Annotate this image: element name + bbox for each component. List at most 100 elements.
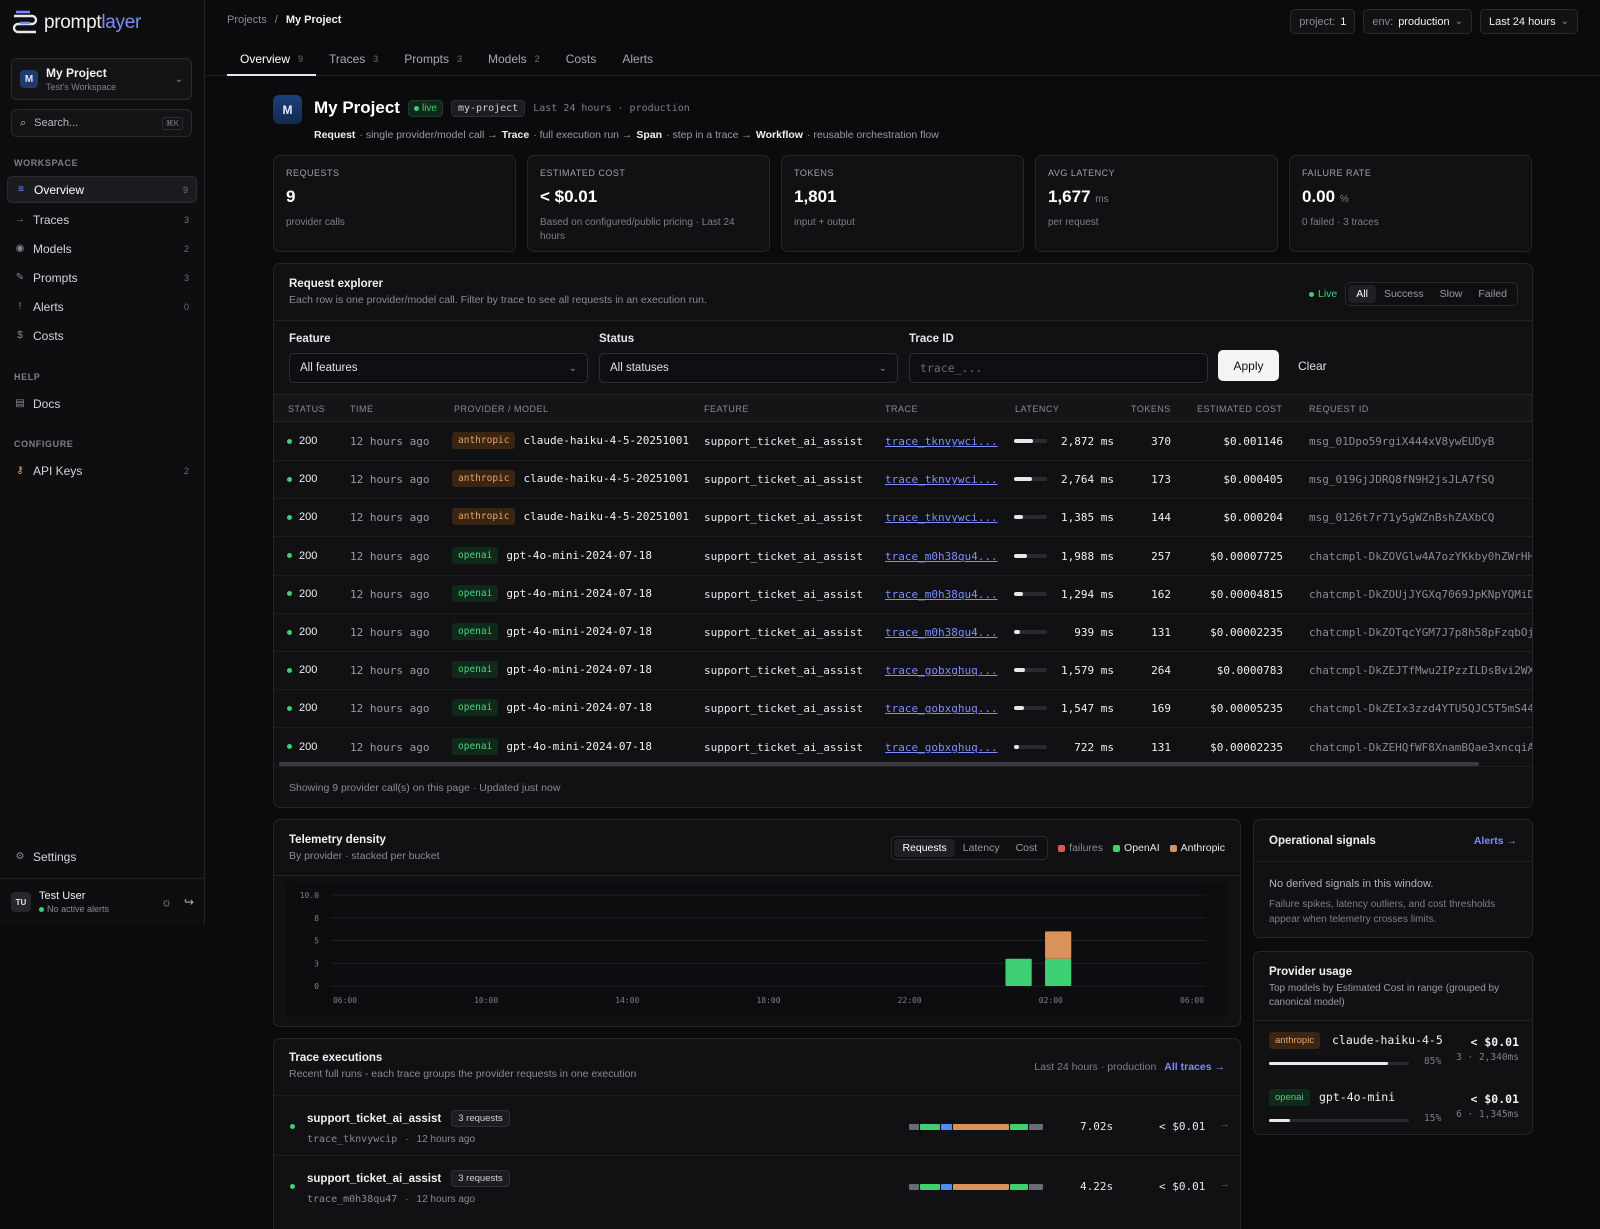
provider-usage-panel: Provider usage Top models by Estimated C… — [1253, 951, 1533, 1135]
brand-logo[interactable]: promptlayer — [10, 10, 141, 36]
status-filter-label: Status — [599, 333, 635, 345]
request-id-cell[interactable]: msg_019GjJDRQ8fN9H2jsJLA7fSQ — [1309, 473, 1495, 487]
latency-bar-fill — [1014, 591, 1023, 596]
column-header[interactable]: REQUEST ID — [1309, 404, 1369, 414]
sidebar-item-api-keys[interactable]: ⚷ API Keys 2 — [7, 457, 197, 484]
sidebar-item-models[interactable]: ◉ Models 2 — [7, 235, 197, 262]
trace-link[interactable]: trace_tknvywci... — [885, 473, 998, 487]
sidebar-item-costs[interactable]: $ Costs — [7, 322, 197, 349]
trace-link[interactable]: trace_gobxghuq... — [885, 702, 998, 716]
column-header[interactable]: LATENCY — [1015, 404, 1060, 414]
request-id-cell[interactable]: chatcmpl-DkZEHQfWF8XnamBQae3xncqiAnZV — [1309, 740, 1533, 754]
table-row[interactable]: 200 12 hours ago openai gpt-4o-mini-2024-07… — [274, 652, 1533, 691]
latency-cell: 1,385 ms — [1014, 508, 1114, 528]
trace-row[interactable]: support_ticket_ai_assist 3 requests trace_… — [274, 1095, 1240, 1155]
tab-costs[interactable]: Costs — [553, 44, 610, 76]
table-row[interactable]: 200 12 hours ago openai gpt-4o-mini-2024-07… — [274, 690, 1533, 729]
apply-button[interactable]: Apply — [1218, 350, 1279, 381]
sidebar-item-alerts[interactable]: ! Alerts 0 — [7, 293, 197, 320]
request-id-cell[interactable]: chatcmpl-DkZEIx3zzd4YTU5QJC5T5mS44VnR — [1309, 702, 1533, 716]
tab-traces[interactable]: Traces 3 — [316, 44, 391, 76]
provider-usage-row[interactable]: anthropic claude-haiku-4-5 < $0.01 85% 3 · 2… — [1269, 1032, 1519, 1082]
trace-row[interactable]: support_ticket_ai_assist 3 requests trace_… — [274, 1155, 1240, 1215]
status-select[interactable]: All statuses ⌄ — [599, 353, 898, 383]
column-header[interactable]: STATUS — [288, 404, 326, 414]
column-header[interactable]: TIME — [350, 404, 374, 414]
trace-link[interactable]: trace_m0h38qu4... — [885, 626, 998, 639]
table-row[interactable]: 200 12 hours ago openai gpt-4o-mini-2024-07… — [274, 614, 1533, 652]
trace-link[interactable]: trace_m0h38qu4... — [885, 587, 998, 601]
project-filter[interactable]: project: 1 — [1290, 9, 1356, 34]
time-range-select[interactable]: Last 24 hours ⌄ — [1479, 9, 1578, 34]
project-filter-value: 1 — [1340, 15, 1347, 28]
trace-span-segment — [953, 1124, 1009, 1130]
table-row[interactable]: 200 12 hours ago anthropic claude-haiku-4-5… — [274, 423, 1532, 461]
usage-bar-fill — [1269, 1062, 1388, 1065]
sidebar-item-overview[interactable]: ≡ Overview 9 — [7, 176, 197, 203]
sidebar-item-prompts[interactable]: ✎ Prompts 3 — [7, 264, 197, 291]
theme-toggle-icon[interactable]: ☼ — [160, 895, 172, 909]
trace-link[interactable]: trace_gobxghuq... — [885, 664, 998, 678]
column-header[interactable]: FEATURE — [704, 404, 749, 414]
segment-all[interactable]: All — [1348, 285, 1376, 303]
feature-select[interactable]: All features ⌄ — [289, 353, 588, 383]
segment-latency[interactable]: Latency — [962, 842, 1000, 854]
bar-anthropic[interactable] — [1045, 931, 1072, 959]
cost-cell: $0.00005235 — [1210, 702, 1283, 716]
env-filter[interactable]: env: production ⌄ — [1363, 9, 1472, 34]
provider-usage-row[interactable]: openai gpt-4o-mini < $0.01 15% 6 · 1,345ms — [1269, 1089, 1519, 1134]
trace-link[interactable]: trace_gobxghuq... — [885, 740, 998, 754]
table-row[interactable]: 200 12 hours ago openai gpt-4o-mini-2024-07… — [274, 729, 1533, 767]
latency-bar — [1014, 439, 1047, 443]
kpi-value: 0.00 % — [1302, 187, 1519, 207]
request-id-cell[interactable]: msg_01Dpo59rgiX444xV8ywEUDyB — [1309, 435, 1495, 448]
horizontal-scrollbar[interactable] — [279, 762, 1479, 766]
trace-meta: trace_tknvywcip · 12 hours ago — [307, 1134, 476, 1145]
tab-alerts[interactable]: Alerts — [609, 44, 666, 76]
alerts-link[interactable]: Alerts → — [1473, 835, 1517, 847]
column-header[interactable]: ESTIMATED COST — [1197, 404, 1283, 414]
search-input[interactable]: ⌕ Search... ⌘K — [11, 109, 192, 137]
operational-signals-panel: Operational signals Alerts → No derived … — [1253, 819, 1533, 938]
request-id-cell[interactable]: chatcmpl-DkZOTqcYGM7J7p8h58pFzqbOjIzI — [1309, 626, 1533, 639]
segment-success[interactable]: Success — [1383, 288, 1424, 300]
table-row[interactable]: 200 12 hours ago anthropic claude-haiku-4-5… — [274, 461, 1532, 500]
table-row[interactable]: 200 12 hours ago openai gpt-4o-mini-2024-07… — [274, 576, 1533, 614]
request-id-cell[interactable]: chatcmpl-DkZOVGlw4A7ozYKkby0hZWrHHIl9 — [1309, 549, 1533, 563]
tab-models[interactable]: Models 2 — [475, 44, 553, 76]
logout-icon[interactable]: ↪ — [183, 895, 194, 909]
trace-link[interactable]: trace_tknvywci... — [885, 511, 998, 525]
all-traces-link[interactable]: All traces → — [1164, 1061, 1225, 1073]
sidebar-item-docs[interactable]: ▤ Docs — [7, 390, 197, 417]
segment-failed[interactable]: Failed — [1478, 288, 1507, 300]
breadcrumb-projects[interactable]: Projects — [227, 14, 267, 26]
bar-openai[interactable] — [1045, 958, 1072, 986]
trace-link[interactable]: trace_tknvywci... — [885, 435, 998, 448]
table-row[interactable]: 200 12 hours ago openai gpt-4o-mini-2024-07… — [274, 538, 1533, 576]
status-cell: 200 — [287, 473, 317, 485]
segment-slow[interactable]: Slow — [1439, 288, 1463, 300]
column-header[interactable]: PROVIDER / MODEL — [454, 404, 549, 414]
model-name: gpt-4o-mini-2024-07-18 — [506, 663, 653, 677]
bar-openai[interactable] — [1005, 958, 1032, 986]
provider-model-cell: openai gpt-4o-mini-2024-07-18 — [452, 737, 652, 755]
sidebar-item-settings[interactable]: ⚙ Settings — [7, 843, 197, 870]
tab-prompts[interactable]: Prompts 3 — [391, 44, 475, 76]
latency-bar-fill — [1014, 744, 1019, 749]
sidebar-item-traces[interactable]: → Traces 3 — [7, 206, 197, 233]
table-row[interactable]: 200 12 hours ago anthropic claude-haiku-4-5… — [274, 499, 1532, 538]
column-header[interactable]: TRACE — [885, 404, 919, 414]
trace-link[interactable]: trace_m0h38qu4... — [885, 549, 998, 563]
project-switcher[interactable]: M My Project Test's Workspace ⌄ — [11, 58, 192, 100]
request-id-cell[interactable]: chatcmpl-DkZOUjJYGXq7069JpKNpYQMiDBT — [1309, 587, 1533, 601]
tab-overview[interactable]: Overview 9 — [227, 44, 317, 76]
trace-id-input[interactable]: trace_... — [909, 353, 1208, 383]
trace-duration: 4.22s — [1080, 1180, 1114, 1193]
column-header[interactable]: TOKENS — [1131, 404, 1171, 414]
clear-button[interactable]: Clear — [1298, 358, 1327, 373]
user-menu[interactable]: TU Test User No active alerts ☼ ↪ — [0, 878, 205, 925]
segment-requests[interactable]: Requests — [894, 839, 955, 857]
request-id-cell[interactable]: chatcmpl-DkZEJTfMwu2IPzzILDsBvi2WXQdI — [1309, 664, 1533, 678]
request-id-cell[interactable]: msg_0126t7r71y5gWZnBshZAXbCQ — [1309, 511, 1495, 525]
segment-cost[interactable]: Cost — [1015, 842, 1038, 854]
